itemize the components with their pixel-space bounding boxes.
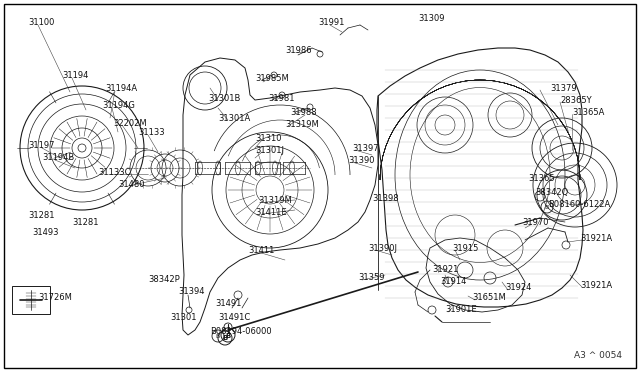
Text: 31281: 31281 [72, 218, 99, 227]
Text: 31301B: 31301B [208, 93, 241, 103]
Text: 31921: 31921 [432, 266, 458, 275]
Text: 31133: 31133 [138, 128, 164, 137]
Text: 31970: 31970 [522, 218, 548, 227]
Text: 31411: 31411 [248, 246, 275, 254]
Text: 31726M: 31726M [38, 294, 72, 302]
Text: 31301A: 31301A [218, 113, 250, 122]
Text: 31991: 31991 [318, 17, 344, 26]
Text: 31491: 31491 [215, 298, 241, 308]
Text: 31359: 31359 [358, 273, 385, 282]
Text: B: B [222, 336, 228, 341]
Text: 31493: 31493 [32, 228, 58, 237]
Text: 31491C: 31491C [218, 314, 250, 323]
Text: 31319M: 31319M [258, 196, 292, 205]
Text: 31390J: 31390J [368, 244, 397, 253]
Text: 31988: 31988 [290, 108, 317, 116]
Text: 31365: 31365 [528, 173, 555, 183]
Text: 31194: 31194 [62, 71, 88, 80]
Text: 31921A: 31921A [580, 234, 612, 243]
Text: B: B [216, 334, 220, 339]
Text: 28365Y: 28365Y [560, 96, 591, 105]
Text: 31379: 31379 [550, 83, 577, 93]
Text: B08194-06000: B08194-06000 [210, 327, 271, 337]
Text: 31480: 31480 [118, 180, 145, 189]
Text: 31914: 31914 [440, 278, 467, 286]
Text: 31397: 31397 [352, 144, 379, 153]
Text: 31394: 31394 [178, 288, 205, 296]
Text: 31194A: 31194A [105, 83, 137, 93]
Text: 31398: 31398 [372, 193, 399, 202]
Text: 31301: 31301 [170, 314, 196, 323]
Text: 31390: 31390 [348, 155, 374, 164]
Text: 31651M: 31651M [472, 294, 506, 302]
Text: 31915: 31915 [452, 244, 478, 253]
Text: 31921A: 31921A [580, 280, 612, 289]
Text: B: B [225, 333, 230, 339]
Text: 31194G: 31194G [102, 100, 135, 109]
Text: 31981: 31981 [268, 93, 294, 103]
Text: 31310: 31310 [255, 134, 282, 142]
Text: 31365A: 31365A [572, 108, 604, 116]
Text: B: B [545, 205, 549, 210]
Text: B08160-6122A: B08160-6122A [548, 199, 611, 208]
Text: 31194B: 31194B [42, 153, 74, 161]
Text: 31985M: 31985M [255, 74, 289, 83]
Text: 31319M: 31319M [285, 119, 319, 128]
Text: 38342Q: 38342Q [535, 187, 568, 196]
Text: 31100: 31100 [28, 17, 54, 26]
Text: 31301J: 31301J [255, 145, 284, 154]
Text: 31197: 31197 [28, 141, 54, 150]
Text: 31986: 31986 [285, 45, 312, 55]
Text: 31901E: 31901E [445, 305, 477, 314]
Text: 31133C: 31133C [98, 167, 131, 176]
Text: 31924: 31924 [505, 283, 531, 292]
Text: A3 ^ 0054: A3 ^ 0054 [574, 352, 622, 360]
Text: 31309: 31309 [418, 13, 445, 22]
Text: 32202M: 32202M [113, 119, 147, 128]
Text: 31281: 31281 [28, 211, 54, 219]
Text: 38342P: 38342P [148, 276, 180, 285]
Text: 31411E: 31411E [255, 208, 287, 217]
